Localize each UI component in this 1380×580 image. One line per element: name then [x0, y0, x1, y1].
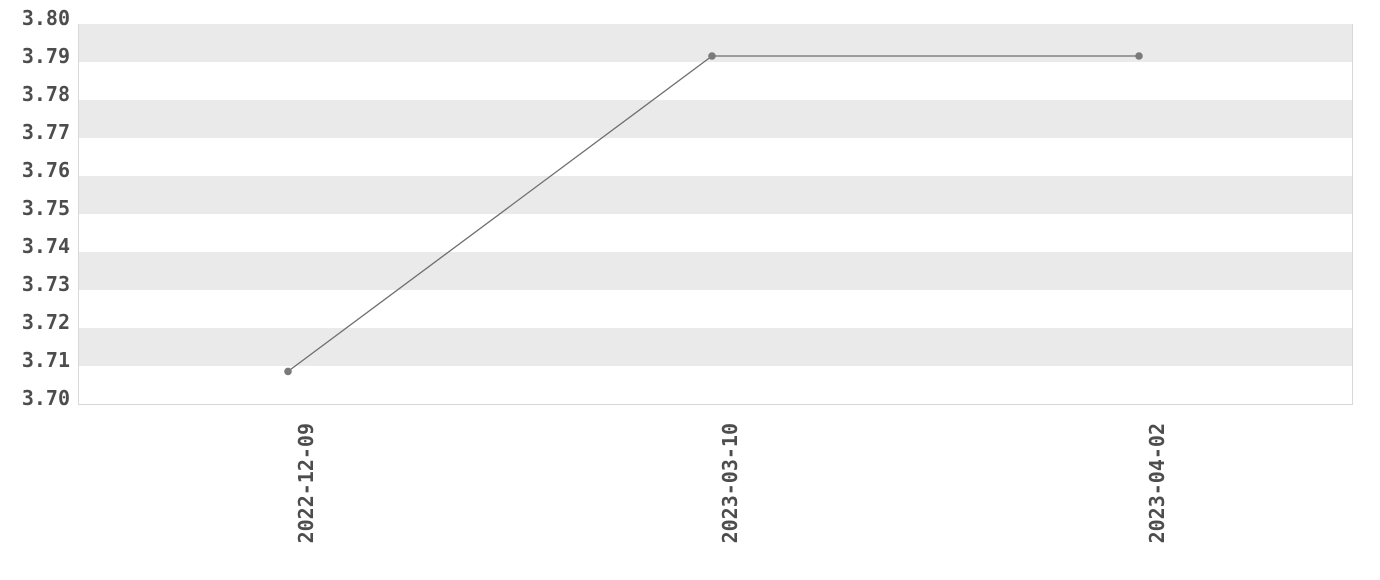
series-line	[287, 55, 1140, 373]
data-point	[1135, 52, 1143, 60]
x-axis: 2022-12-09 2023-03-10 2023-04-02	[0, 405, 1380, 580]
plot-right-border	[1352, 24, 1353, 405]
plot-area	[78, 18, 1353, 405]
series-line-group	[284, 52, 1143, 376]
data-point	[284, 367, 292, 376]
plot-left-border	[78, 24, 79, 405]
x-tick-label: 2023-04-02	[1145, 423, 1169, 544]
y-tick-label: 3.71	[21, 348, 70, 372]
y-tick-label: 3.80	[21, 6, 70, 30]
y-tick-label: 3.73	[21, 272, 70, 296]
row-band	[78, 100, 1353, 138]
y-tick-label: 3.77	[21, 120, 70, 144]
y-tick-label: 3.74	[21, 234, 70, 258]
row-band	[78, 328, 1353, 366]
x-tick-label: 2023-03-10	[718, 423, 742, 544]
x-tick-label: 2022-12-09	[294, 423, 318, 544]
row-band	[78, 252, 1353, 290]
plot-bottom-border	[78, 404, 1353, 405]
series-markers	[284, 52, 1143, 376]
y-tick-label: 3.75	[21, 196, 70, 220]
row-band	[78, 176, 1353, 214]
y-tick-label: 3.76	[21, 158, 70, 182]
y-tick-label: 3.72	[21, 310, 70, 334]
y-axis: 3.80 3.79 3.78 3.77 3.76 3.75 3.74 3.73 …	[0, 0, 70, 420]
y-tick-label: 3.78	[21, 82, 70, 106]
data-point	[708, 52, 716, 60]
y-tick-label: 3.79	[21, 44, 70, 68]
y-tick-label: 3.70	[21, 386, 70, 410]
